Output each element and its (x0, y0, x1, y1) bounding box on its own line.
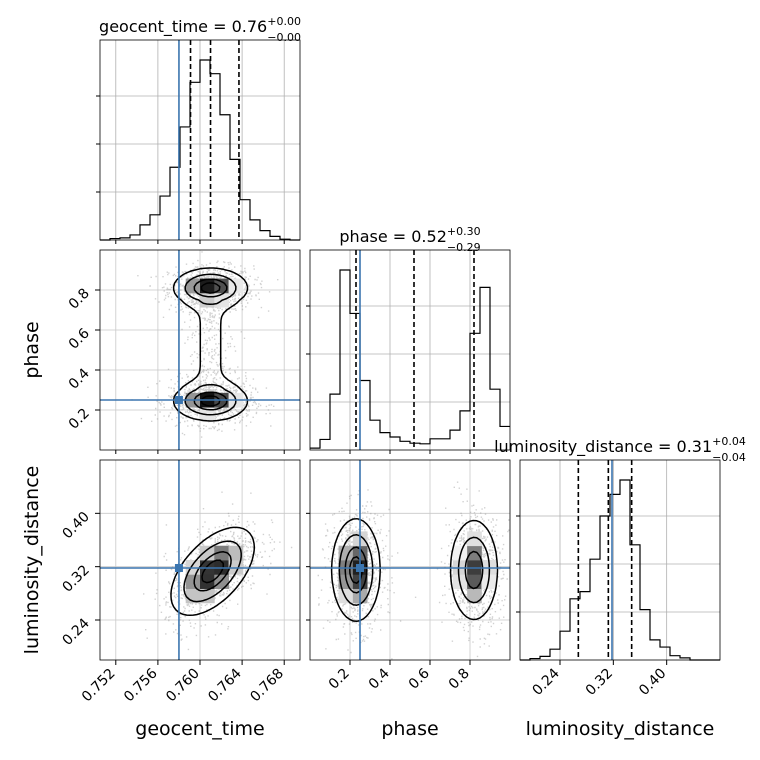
contour-line (170, 526, 256, 617)
title-value: geocent_time = 0.76 (99, 17, 267, 37)
panel-title-phase: phase = 0.52+0.30 (339, 225, 480, 246)
panel-title-geocent_time: geocent_time = 0.76+0.00 (99, 15, 301, 37)
y-tick-label: 0.4 (66, 365, 93, 392)
x-tick-label: 0.32 (583, 666, 616, 699)
panel-frame (519, 459, 721, 661)
x-tick-label: 0.752 (79, 666, 119, 706)
contour-line (338, 534, 491, 606)
x-tick-label: 0.24 (529, 665, 562, 698)
density-cell (467, 588, 482, 604)
histogram-step (100, 59, 300, 241)
y-tick-label: 0.24 (59, 615, 92, 648)
title-minus-error: −0.29 (447, 241, 481, 254)
title-minus-error: −0.00 (267, 31, 301, 44)
x-tick-label: 0.8 (446, 666, 473, 693)
panel-content (310, 460, 510, 660)
density-cell (467, 531, 482, 547)
x-axis-geocent_time: 0.752 0.756 0.760 0.764 0.768 geocent_time (79, 660, 287, 740)
title-minus-error: −0.04 (712, 451, 746, 464)
y-axis-luminosity_distance: 0.24 0.32 0.40 luminosity_distance (21, 466, 100, 655)
contour-line (193, 278, 228, 411)
y-axis-label-phase: phase (21, 321, 43, 378)
contour-line (184, 273, 237, 416)
y-tick-label: 0.32 (59, 562, 92, 595)
truth-marker (356, 564, 364, 572)
scatter-panel-geocent_time-vs-phase (99, 249, 301, 451)
panel-content (100, 460, 300, 660)
density-cell (185, 278, 201, 294)
x-tick-label: 0.4 (366, 665, 393, 692)
density-cell (228, 545, 244, 561)
panel-content (100, 250, 300, 450)
truth-marker (174, 564, 183, 572)
title-plus-error: +0.04 (712, 435, 746, 448)
title-plus-error: +0.30 (447, 225, 481, 238)
density-cell (214, 574, 229, 589)
x-tick-label: 0.6 (406, 665, 433, 692)
density-cell (200, 574, 215, 589)
density-cell (338, 588, 354, 604)
density-cell (200, 588, 215, 604)
x-axis-label-geocent_time: geocent_time (135, 718, 264, 740)
density-cell (214, 278, 229, 294)
y-tick-label: 0.40 (59, 509, 92, 542)
scatter-panel-phase-vs-luminosity_distance (309, 459, 511, 661)
histogram-step (310, 269, 510, 449)
x-axis-luminosity_distance: 0.24 0.32 0.40 luminosity_distance (526, 660, 715, 740)
panel-title-luminosity_distance: luminosity_distance = 0.31+0.04 (494, 435, 746, 457)
y-axis-phase: 0.2 0.4 0.6 0.8 phase (21, 286, 100, 433)
y-tick-label: 0.2 (66, 406, 93, 433)
panel-frame (309, 459, 511, 661)
title-plus-error: +0.00 (267, 15, 301, 28)
density-cell (185, 574, 201, 589)
y-axis-label-luminosity_distance: luminosity_distance (21, 466, 43, 655)
title-value: phase = 0.52 (339, 227, 446, 246)
panel-frame (309, 249, 511, 451)
histogram-panel-luminosity_distance: luminosity_distance = 0.31+0.04−0.04 (494, 435, 746, 661)
density-cell (214, 545, 229, 561)
density-cell (467, 545, 482, 561)
x-axis-label-luminosity_distance: luminosity_distance (526, 718, 715, 740)
y-tick-label: 0.8 (66, 286, 93, 313)
y-tick-label: 0.6 (66, 325, 93, 352)
x-tick-label: 0.760 (163, 666, 203, 706)
contour-line (330, 517, 499, 623)
title-value: luminosity_distance = 0.31 (494, 437, 712, 457)
x-axis-phase: 0.2 0.4 0.6 0.8 phase (326, 660, 473, 740)
histogram-panel-phase: phase = 0.52+0.30−0.29 (306, 225, 511, 451)
truth-marker (174, 396, 183, 404)
histogram-step (520, 479, 720, 661)
scatter-panel-geocent_time-vs-luminosity_distance (99, 459, 301, 661)
x-tick-label: 0.2 (326, 666, 353, 693)
contour-line (193, 551, 232, 592)
contour-line (200, 282, 221, 407)
x-tick-label: 0.756 (121, 665, 161, 705)
x-tick-label: 0.764 (205, 665, 245, 705)
histogram-panel-geocent_time: geocent_time = 0.76+0.00−0.00 (96, 15, 301, 241)
density-cell (338, 574, 354, 589)
x-tick-label: 0.768 (247, 666, 287, 706)
x-tick-label: 0.40 (636, 666, 669, 699)
contour-line (172, 267, 249, 422)
x-axis-label-phase: phase (381, 718, 438, 740)
